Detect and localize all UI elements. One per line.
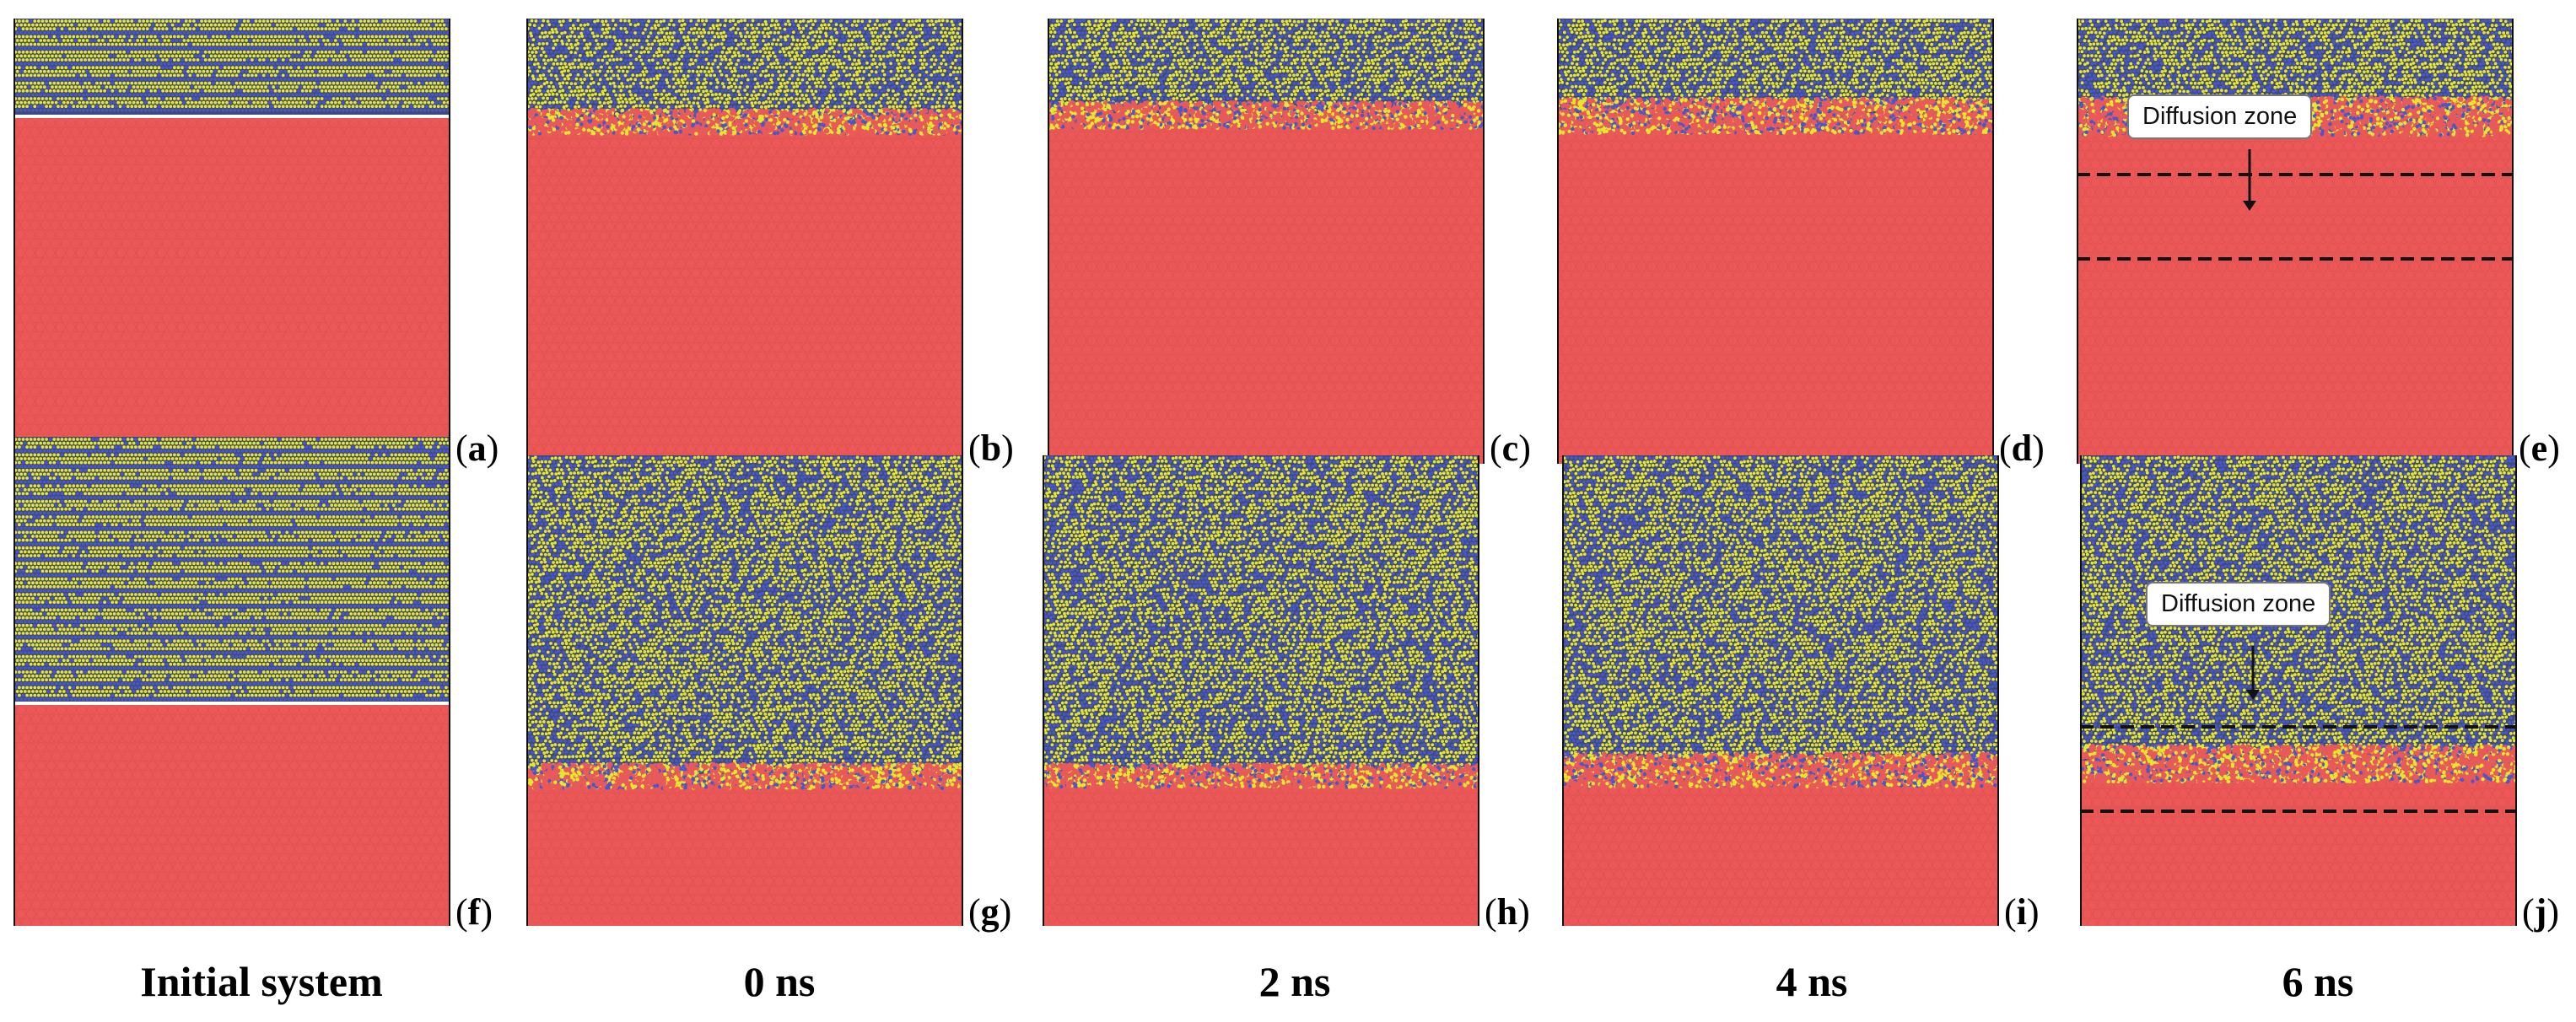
panel-d: [1557, 19, 1994, 464]
substrate-region: [1562, 767, 1999, 926]
column-label-6ns: 6 ns: [2282, 957, 2354, 1006]
column-label-initial: Initial system: [140, 957, 383, 1006]
panel-a: [13, 19, 450, 464]
panel-j-image: [2080, 455, 2517, 926]
substrate-region: [526, 774, 963, 926]
panel-label-b: (b): [968, 430, 1014, 467]
diffusion-zone-callout-bottom: Diffusion zone: [2146, 582, 2331, 627]
panel-h: [1043, 455, 1479, 926]
diffusion-zone-callout-top: Diffusion zone: [2127, 94, 2312, 139]
panel-i: [1562, 455, 1999, 926]
mixed-interface-atoms: [1043, 762, 1479, 789]
panel-label-c: (c): [1490, 430, 1531, 467]
interface-gap: [13, 702, 450, 705]
mixed-interface-atoms: [526, 762, 963, 791]
panel-h-image: [1043, 455, 1479, 926]
panel-b: [526, 19, 963, 464]
mixed-interface-atoms: [1557, 97, 1994, 136]
panel-f-image: [13, 437, 450, 926]
panel-label-a: (a): [455, 430, 498, 467]
column-label-0ns: 0 ns: [744, 957, 816, 1006]
mixed-interface-atoms: [526, 108, 963, 137]
panel-c: [1048, 19, 1485, 464]
panel-g: [526, 455, 963, 926]
interface-gap: [13, 115, 450, 118]
column-label-4ns: 4 ns: [1776, 957, 1848, 1006]
panel-e-image: [2077, 19, 2514, 464]
column-label-2ns: 2 ns: [1259, 957, 1331, 1006]
mixed-interface-atoms: [1562, 752, 1999, 789]
panel-label-d: (d): [1999, 430, 2045, 467]
panel-e: [2077, 19, 2514, 464]
mixed-interface-atoms: [1048, 100, 1485, 131]
panel-label-e: (e): [2519, 430, 2560, 467]
panel-d-image: [1557, 19, 1994, 464]
panel-f-box: [13, 437, 450, 926]
panel-label-j: (j): [2522, 894, 2559, 931]
panel-label-i: (i): [2004, 894, 2040, 931]
mixed-interface-atoms: [2080, 744, 2517, 784]
panel-label-h: (h): [1485, 894, 1530, 931]
panel-b-image: [526, 19, 963, 464]
panel-a-image: [13, 19, 450, 464]
panel-i-image: [1562, 455, 1999, 926]
panel-c-image: [1048, 19, 1485, 464]
panel-label-f: (f): [455, 894, 493, 931]
substrate-region: [1043, 774, 1479, 926]
panel-g-image: [526, 455, 963, 926]
panel-j: [2080, 455, 2517, 926]
panel-label-g: (g): [968, 894, 1011, 931]
